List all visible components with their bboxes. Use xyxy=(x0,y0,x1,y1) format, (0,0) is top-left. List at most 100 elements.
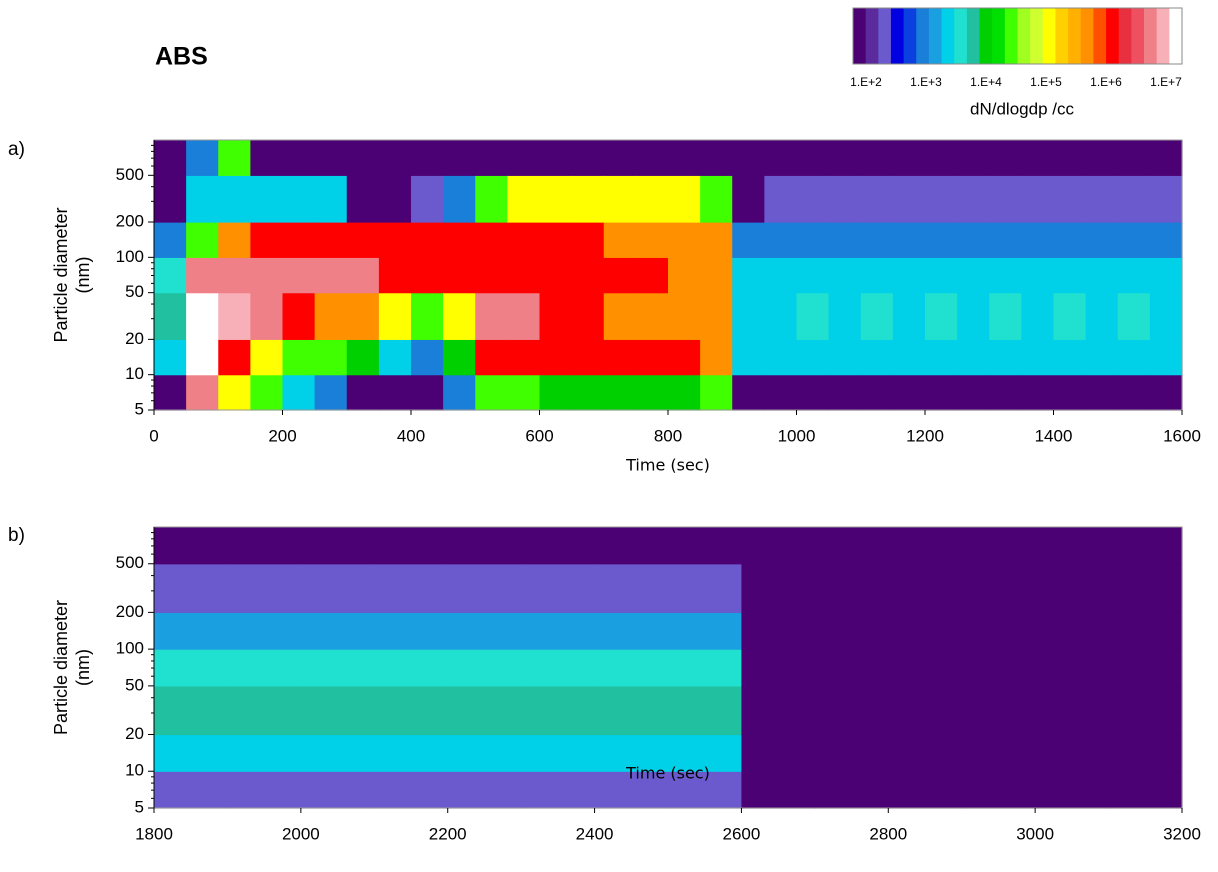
heatmap-cell xyxy=(186,222,219,258)
heatmap-cell xyxy=(283,257,316,293)
heatmap-cell xyxy=(893,339,926,375)
heatmap-cell xyxy=(374,771,448,808)
heatmap-cell xyxy=(154,527,228,564)
heatmap-cell xyxy=(1150,175,1183,222)
heatmap-cell xyxy=(540,257,573,293)
x-tick-label: 3000 xyxy=(1016,824,1054,843)
colorbar-swatch xyxy=(992,8,1005,64)
heatmap-cell xyxy=(1109,612,1183,649)
x-tick-label: 1000 xyxy=(778,426,816,445)
heatmap-cell xyxy=(604,375,637,411)
heatmap-cell xyxy=(186,175,219,222)
heatmap-cell xyxy=(888,771,962,808)
heatmap-cell xyxy=(1109,564,1183,613)
heatmap-cell xyxy=(962,686,1036,735)
heatmap-cell xyxy=(989,257,1022,293)
heatmap-cell xyxy=(1035,612,1109,649)
heatmap-cell xyxy=(379,222,412,258)
heatmap-cell xyxy=(315,175,348,222)
heatmap-cell xyxy=(1021,257,1054,293)
y-axis-label: Particle diameter xyxy=(51,207,71,342)
colorbar-swatch xyxy=(891,8,904,64)
heatmap-cell xyxy=(411,293,444,340)
heatmap-cell xyxy=(411,222,444,258)
heatmap-cell xyxy=(154,175,187,222)
heatmap-cell xyxy=(861,257,894,293)
heatmap-cell xyxy=(448,734,522,771)
colorbar-swatch xyxy=(1131,8,1144,64)
heatmap-cell xyxy=(1021,140,1054,176)
heatmap-cell xyxy=(797,257,830,293)
heatmap-cell xyxy=(829,175,862,222)
heatmap-cell xyxy=(218,375,251,411)
x-axis-label: Time (sec) xyxy=(625,764,710,783)
colorbar-swatch xyxy=(916,8,929,64)
heatmap-cell xyxy=(1118,140,1151,176)
heatmap-cell xyxy=(154,293,187,340)
x-tick-label: 2200 xyxy=(429,824,467,843)
heatmap-cell xyxy=(893,222,926,258)
heatmap-cell xyxy=(218,175,251,222)
heatmap-cell xyxy=(379,339,412,375)
colorbar-swatch xyxy=(1119,8,1132,64)
heatmap-cell xyxy=(604,175,637,222)
heatmap-cell xyxy=(374,564,448,613)
heatmap-cell xyxy=(154,612,228,649)
heatmap-cell xyxy=(595,686,669,735)
heatmap-cell xyxy=(374,527,448,564)
heatmap-cell xyxy=(764,375,797,411)
y-tick-label: 50 xyxy=(125,282,144,301)
heatmap-cell xyxy=(443,222,476,258)
x-tick-label: 600 xyxy=(525,426,553,445)
heatmap-cell xyxy=(521,612,595,649)
heatmap-cell xyxy=(797,175,830,222)
heatmap-cell xyxy=(962,527,1036,564)
heatmap-cell xyxy=(475,375,508,411)
heatmap-cell xyxy=(1109,734,1183,771)
heatmap-cell xyxy=(700,375,733,411)
heatmap-cell xyxy=(218,257,251,293)
heatmap-cell xyxy=(154,734,228,771)
heatmap-cell xyxy=(521,564,595,613)
heatmap-cell xyxy=(443,339,476,375)
heatmap-cell xyxy=(315,257,348,293)
heatmap-cell xyxy=(521,686,595,735)
heatmap-cell xyxy=(604,140,637,176)
heatmap-cell xyxy=(572,175,605,222)
heatmap-cell xyxy=(893,257,926,293)
heatmap-cell xyxy=(1086,257,1119,293)
heatmap-cell xyxy=(218,222,251,258)
heatmap-cell xyxy=(829,222,862,258)
heatmap-cell xyxy=(374,686,448,735)
heatmap-cell xyxy=(540,339,573,375)
heatmap-cell xyxy=(186,375,219,411)
heatmap-cell xyxy=(861,293,894,340)
x-tick-label: 2600 xyxy=(723,824,761,843)
heatmap-cell xyxy=(507,375,540,411)
colorbar-swatch xyxy=(1081,8,1094,64)
heatmap-cell xyxy=(741,686,815,735)
heatmap-cell xyxy=(595,612,669,649)
colorbar-tick-label: 1.E+4 xyxy=(970,75,1002,89)
heatmap-cell xyxy=(1021,339,1054,375)
x-tick-label: 2400 xyxy=(576,824,614,843)
heatmap-cell xyxy=(668,375,701,411)
y-tick-label: 50 xyxy=(125,675,144,694)
x-tick-label: 2000 xyxy=(282,824,320,843)
heatmap-cell xyxy=(1021,222,1054,258)
colorbar-swatch xyxy=(1043,8,1056,64)
heatmap-cell xyxy=(861,222,894,258)
x-tick-label: 3200 xyxy=(1163,824,1201,843)
x-tick-label: 1400 xyxy=(1035,426,1073,445)
colorbar-swatch xyxy=(1018,8,1031,64)
colorbar-swatch xyxy=(967,8,980,64)
heatmap-cell xyxy=(741,564,815,613)
heatmap-cell xyxy=(347,375,380,411)
heatmap-cell xyxy=(1150,140,1183,176)
heatmap-cell xyxy=(301,771,375,808)
heatmap-cell xyxy=(443,375,476,411)
heatmap-cell xyxy=(572,140,605,176)
heatmap-cell xyxy=(227,771,301,808)
colorbar-tick-label: 1.E+6 xyxy=(1090,75,1122,89)
colorbar-swatch xyxy=(954,8,967,64)
